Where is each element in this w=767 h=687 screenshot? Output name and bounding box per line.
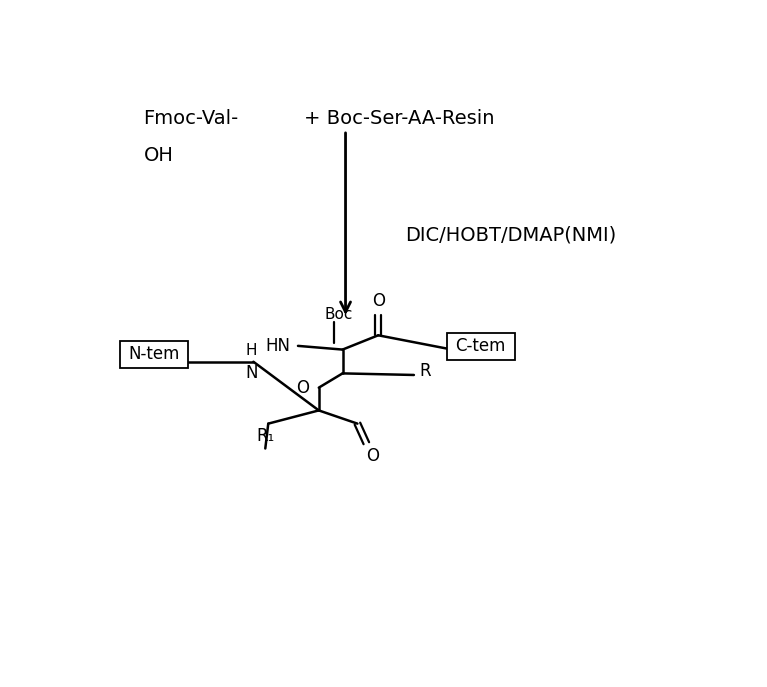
Text: Fmoc-Val-: Fmoc-Val- <box>143 109 239 128</box>
Text: N-tem: N-tem <box>128 346 179 363</box>
Text: HN: HN <box>266 337 291 355</box>
Text: C-tem: C-tem <box>456 337 506 355</box>
Text: DIC/HOBT/DMAP(NMI): DIC/HOBT/DMAP(NMI) <box>405 225 616 245</box>
Text: OH: OH <box>143 146 173 165</box>
Text: Boc: Boc <box>324 306 353 322</box>
Text: R: R <box>420 362 432 380</box>
Text: + Boc-Ser-AA-Resin: + Boc-Ser-AA-Resin <box>304 109 495 128</box>
FancyBboxPatch shape <box>120 341 188 368</box>
Text: N: N <box>245 364 258 382</box>
FancyBboxPatch shape <box>446 333 515 360</box>
Text: H: H <box>246 343 258 357</box>
Text: R₁: R₁ <box>256 427 275 445</box>
Text: O: O <box>367 447 380 466</box>
Text: O: O <box>296 379 308 396</box>
Text: O: O <box>372 292 385 310</box>
